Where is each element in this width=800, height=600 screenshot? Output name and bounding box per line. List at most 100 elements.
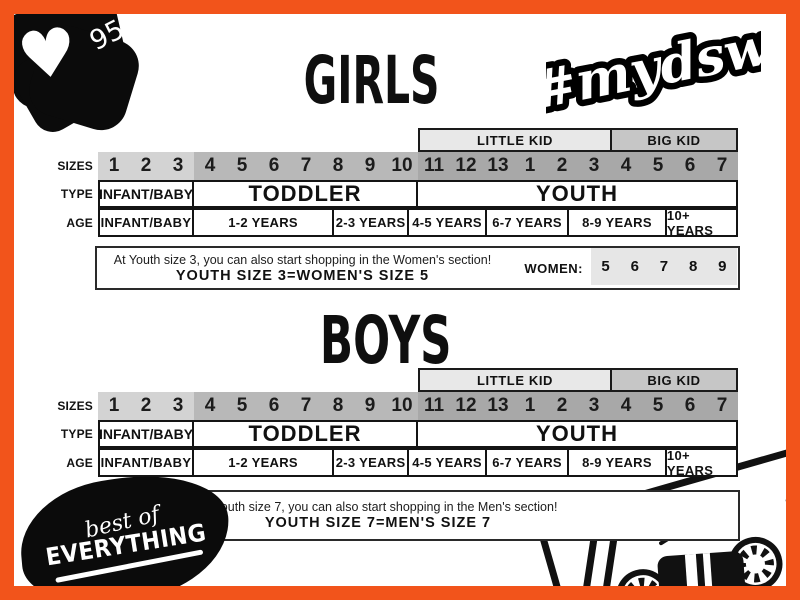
size-cell: 5 <box>226 152 258 180</box>
size-cell: 1 <box>514 392 546 420</box>
boys-type-cells: INFANT/BABY TODDLER YOUTH <box>98 420 738 448</box>
size-cell: 10 <box>386 392 418 420</box>
adult-size-cell: 9 <box>718 258 727 275</box>
size-cell: 5 <box>642 152 674 180</box>
size-cell: 3 <box>578 392 610 420</box>
row-label-sizes: SIZES <box>57 159 93 173</box>
adult-size-cell: 5 <box>601 258 610 275</box>
sticker-text: best of EVERYTHING <box>14 462 238 586</box>
cassette-reel-left <box>615 569 670 586</box>
age-cell: 10+ YEARS <box>666 208 738 238</box>
size-cell: 11 <box>418 152 450 180</box>
size-cell: 1 <box>98 152 130 180</box>
size-cell: 12 <box>450 152 482 180</box>
boys-age-cells: INFANT/BABY 1-2 YEARS 2-3 YEARS 4-5 YEARS 6-… <box>98 448 738 478</box>
adult-size-cell: 8 <box>688 258 698 275</box>
flyer-content: ♥ 95 GIRLS #mydsw LITTLE KID BIG KID SIZE… <box>14 14 786 586</box>
type-cell: YOUTH <box>418 420 738 448</box>
girls-conversion-note: At Youth size 3, you can also start shop… <box>95 246 740 290</box>
size-cell: 13 <box>482 392 514 420</box>
age-cell: INFANT/BABY <box>98 208 194 237</box>
women-label: WOMEN: <box>524 260 583 276</box>
age-cell: 8-9 YEARS <box>569 208 667 237</box>
boys-kid-header-row: LITTLE KID BIG KID <box>60 368 738 392</box>
row-label-type: TYPE <box>60 427 93 441</box>
boys-title-text: BOYS <box>320 302 452 379</box>
age-cell: 1-2 YEARS <box>194 208 335 237</box>
size-cell: 5 <box>642 392 674 420</box>
age-cell: 8-9 YEARS <box>569 448 667 477</box>
girls-type-cells: INFANT/BABY TODDLER YOUTH <box>98 180 738 208</box>
row-label-age: AGE <box>66 455 93 470</box>
girls-type-row: TYPE INFANT/BABY TODDLER YOUTH <box>60 180 738 208</box>
boys-sizes-row: SIZES 1 2 3 4 5 6 7 8 9 10 11 12 13 1 2 3 4 5 6 7 <box>57 392 738 420</box>
type-cell: TODDLER <box>194 420 418 448</box>
size-cell: 7 <box>706 392 738 420</box>
women-size-cells: 5 6 7 8 9 <box>591 248 737 285</box>
hashtag-mydsw-logo: #mydsw <box>546 14 761 128</box>
size-cell: 3 <box>162 392 194 420</box>
size-cell: 3 <box>578 152 610 180</box>
size-cell: 4 <box>194 152 226 180</box>
size-cell: 4 <box>610 152 642 180</box>
size-cell: 10 <box>386 152 418 180</box>
size-cell: 2 <box>546 392 578 420</box>
girls-kid-header-row: LITTLE KID BIG KID <box>60 128 738 152</box>
size-cell: 7 <box>290 152 322 180</box>
girls-size-chart: LITTLE KID BIG KID SIZES 1 2 3 4 5 6 7 8 9 10 11 12 1… <box>57 128 738 238</box>
size-cell: 2 <box>130 392 162 420</box>
size-cell: 6 <box>674 152 706 180</box>
size-cell: 4 <box>610 392 642 420</box>
size-cell: 2 <box>130 152 162 180</box>
size-cell: 6 <box>258 392 290 420</box>
age-cell: 1-2 YEARS <box>194 448 335 477</box>
girls-note-text: At Youth size 3, you can also start shop… <box>97 248 508 288</box>
age-cell: 6-7 YEARS <box>487 208 570 237</box>
size-cell: 5 <box>226 392 258 420</box>
size-cell: 7 <box>706 152 738 180</box>
kid-group-header: BIG KID <box>610 368 738 392</box>
kid-group-header: LITTLE KID <box>418 368 610 392</box>
women-sizes-strip: WOMEN: 5 6 7 8 9 <box>508 248 738 288</box>
size-cell: 3 <box>162 152 194 180</box>
girls-section-title: GIRLS <box>14 42 786 119</box>
hashtag-text: #mydsw <box>546 15 761 121</box>
type-cell: INFANT/BABY <box>98 180 194 208</box>
cassette-label-band <box>657 551 746 586</box>
best-of-everything-sticker: best of EVERYTHING <box>14 461 238 586</box>
size-cell: 6 <box>674 392 706 420</box>
size-cell: 8 <box>322 392 354 420</box>
girls-sizes-row: SIZES 1 2 3 4 5 6 7 8 9 10 11 12 13 1 2 3 4 5 6 7 <box>57 152 738 180</box>
size-cell: 12 <box>450 392 482 420</box>
row-label-type: TYPE <box>60 187 93 201</box>
size-cell: 9 <box>354 392 386 420</box>
size-cell: 6 <box>258 152 290 180</box>
adult-size-cell: 6 <box>630 258 639 275</box>
size-cell: 1 <box>98 392 130 420</box>
note-line1: At Youth size 3, you can also start shop… <box>113 252 492 267</box>
adult-size-cell: 7 <box>659 258 669 275</box>
age-cell: 4-5 YEARS <box>409 208 488 237</box>
row-label-age: AGE <box>66 215 93 230</box>
heart-icon: ♥ <box>14 14 83 97</box>
boys-section-title: BOYS <box>14 302 786 379</box>
size-cell: 1 <box>514 152 546 180</box>
size-cell: 11 <box>418 392 450 420</box>
empty-label <box>60 368 98 392</box>
note-line1: At Youth size 7, you can also start shop… <box>198 500 558 514</box>
boys-size-chart: LITTLE KID BIG KID SIZES 1 2 3 4 5 6 7 8 9 10 11 12 1… <box>57 368 738 478</box>
kid-group-header: LITTLE KID <box>418 128 610 152</box>
girls-title-text: GIRLS <box>304 42 440 119</box>
girls-age-cells: INFANT/BABY 1-2 YEARS 2-3 YEARS 4-5 YEARS 6-… <box>98 208 738 238</box>
boys-type-row: TYPE INFANT/BABY TODDLER YOUTH <box>60 420 738 448</box>
boys-size-cells: 1 2 3 4 5 6 7 8 9 10 11 12 13 1 2 3 4 5 6 7 <box>98 392 738 420</box>
type-cell: TODDLER <box>194 180 418 208</box>
size-cell: 9 <box>354 152 386 180</box>
girls-age-row: AGE INFANT/BABY 1-2 YEARS 2-3 YEARS 4-5 YEA… <box>60 208 738 238</box>
likes-badge-sticker: ♥ 95 <box>14 14 160 143</box>
size-cell: 8 <box>322 152 354 180</box>
note-line2: YOUTH SIZE 3=WOMEN'S SIZE 5 <box>175 267 430 284</box>
boys-age-row: AGE INFANT/BABY 1-2 YEARS 2-3 YEARS 4-5 YEA… <box>60 448 738 478</box>
girls-kid-groups: LITTLE KID BIG KID <box>98 128 738 152</box>
